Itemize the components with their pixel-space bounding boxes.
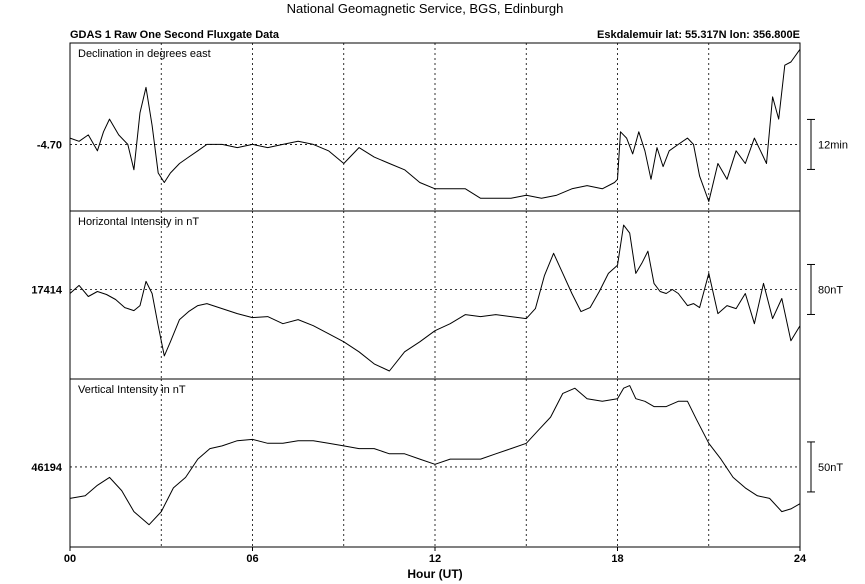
x-tick-label: 12 — [429, 553, 441, 565]
panel-2: Vertical Intensity in nT 46194 50nT — [31, 378, 843, 548]
reference-label: 17414 — [31, 284, 62, 296]
panel-0: Declination in degrees east -4.70 12min — [37, 42, 848, 212]
series-line — [69, 385, 801, 526]
series-line — [69, 49, 801, 202]
panel-title: Vertical Intensity in nT — [78, 384, 186, 396]
reference-label: 46194 — [31, 462, 62, 474]
scale-label: 80nT — [818, 284, 843, 296]
panel-title: Horizontal Intensity in nT — [78, 216, 199, 228]
x-tick-label: 06 — [246, 553, 258, 565]
x-tick-label: 18 — [611, 553, 623, 565]
x-tick-label: 24 — [794, 553, 807, 565]
chart-subtitle-right: Eskdalemuir lat: 55.317N lon: 356.800E — [597, 29, 800, 41]
scale-label: 12min — [818, 139, 848, 151]
x-tick-label: 00 — [64, 553, 76, 565]
series-line — [69, 224, 801, 372]
reference-label: -4.70 — [37, 139, 62, 151]
panel-1: Horizontal Intensity in nT 17414 80nT — [31, 210, 843, 380]
scale-label: 50nT — [818, 462, 843, 474]
panel-title: Declination in degrees east — [78, 48, 211, 60]
chart-title: National Geomagnetic Service, BGS, Edinb… — [287, 1, 564, 16]
chart-subtitle-left: GDAS 1 Raw One Second Fluxgate Data — [70, 29, 280, 41]
x-axis-label: Hour (UT) — [407, 567, 462, 581]
